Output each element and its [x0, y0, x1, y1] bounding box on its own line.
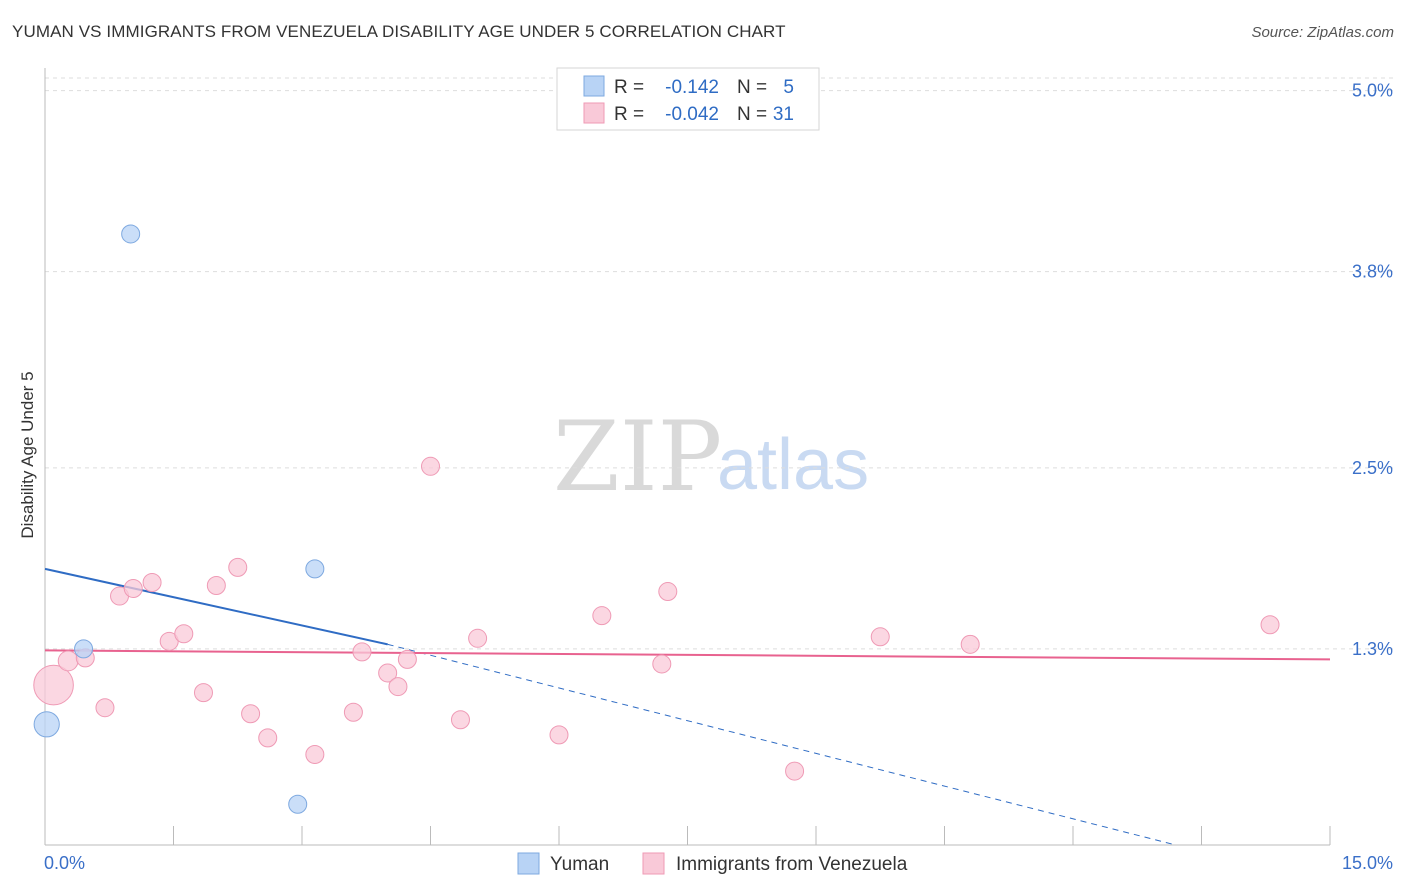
- venezuela-point: [388, 677, 408, 697]
- legend-swatch-venezuela: [583, 102, 605, 124]
- venezuela-point: [1260, 615, 1280, 635]
- trend-layer: [44, 567, 1331, 846]
- venezuela-point: [33, 664, 74, 706]
- legend-n-label-venezuela: N =: [737, 104, 767, 125]
- venezuela-point: [960, 634, 980, 654]
- legend-n-value-venezuela: 31: [773, 104, 794, 125]
- venezuela-point: [592, 606, 612, 626]
- venezuela-point: [397, 649, 417, 669]
- bottom-legend-label-venezuela: Immigrants from Venezuela: [676, 854, 908, 875]
- yuman-point: [305, 559, 325, 579]
- venezuela-point: [123, 579, 143, 599]
- yuman-trend-line: [44, 567, 388, 646]
- x-tick-label-min: 0.0%: [44, 853, 85, 873]
- venezuela-point: [870, 627, 890, 647]
- legend-n-label-yuman: N =: [737, 77, 767, 98]
- venezuela-point: [343, 702, 363, 722]
- venezuela-point: [658, 582, 678, 602]
- venezuela-point: [305, 744, 325, 764]
- y-tick-label-layer: 1.3% 2.5% 3.8% 5.0%: [1352, 81, 1393, 659]
- venezuela-point: [352, 642, 372, 662]
- venezuela-point: [549, 725, 569, 745]
- venezuela-point: [57, 650, 79, 672]
- bottom-legend-swatch-venezuela: [642, 852, 665, 875]
- legend-swatch-yuman: [583, 75, 605, 97]
- watermark-zip: ZIP: [553, 401, 722, 513]
- venezuela-point: [142, 572, 162, 592]
- y-axis-label: Disability Age Under 5: [18, 371, 37, 538]
- bottom-legend-swatch-yuman: [517, 852, 540, 875]
- y-tick-label: 2.5%: [1352, 458, 1393, 478]
- grid-layer: [45, 77, 1393, 650]
- venezuela-point: [174, 624, 194, 644]
- yuman-trend-extension: [387, 643, 1176, 846]
- venezuela-point: [241, 704, 261, 724]
- bottom-legend: Yuman Immigrants from Venezuela: [517, 852, 908, 875]
- legend-r-value-venezuela: -0.042: [665, 104, 719, 125]
- venezuela-point: [468, 628, 488, 648]
- venezuela-point: [193, 683, 213, 703]
- points-layer: [33, 224, 1280, 814]
- venezuela-point: [258, 728, 278, 748]
- source-label: Source: ZipAtlas.com: [1251, 24, 1394, 41]
- yuman-point: [121, 224, 141, 244]
- legend-r-label-venezuela: R =: [614, 104, 644, 125]
- venezuela-point: [450, 710, 470, 730]
- top-legend: R = -0.142 N = 5 R = -0.042 N = 31: [556, 67, 820, 131]
- x-tick-layer: [173, 826, 1331, 845]
- x-tick-label-max: 15.0%: [1342, 853, 1393, 873]
- y-tick-label: 1.3%: [1352, 639, 1393, 659]
- legend-r-label-yuman: R =: [614, 77, 644, 98]
- chart-title: YUMAN VS IMMIGRANTS FROM VENEZUELA DISAB…: [12, 22, 786, 41]
- venezuela-point: [785, 761, 805, 781]
- venezuela-point: [421, 456, 440, 476]
- legend-n-value-yuman: 5: [783, 77, 794, 98]
- legend-r-value-yuman: -0.142: [665, 77, 719, 98]
- venezuela-point: [95, 698, 115, 718]
- venezuela-point: [206, 575, 226, 595]
- venezuela-point: [228, 557, 248, 577]
- yuman-point: [74, 639, 94, 659]
- yuman-point: [288, 794, 308, 814]
- venezuela-point: [652, 654, 672, 674]
- venezuela-point: [378, 663, 398, 683]
- y-tick-label: 5.0%: [1352, 81, 1393, 101]
- y-tick-label: 3.8%: [1352, 262, 1393, 282]
- watermark-atlas: atlas: [717, 425, 869, 505]
- yuman-point: [33, 711, 60, 738]
- venezuela-trend-line: [44, 649, 1331, 661]
- bottom-legend-label-yuman: Yuman: [550, 854, 609, 875]
